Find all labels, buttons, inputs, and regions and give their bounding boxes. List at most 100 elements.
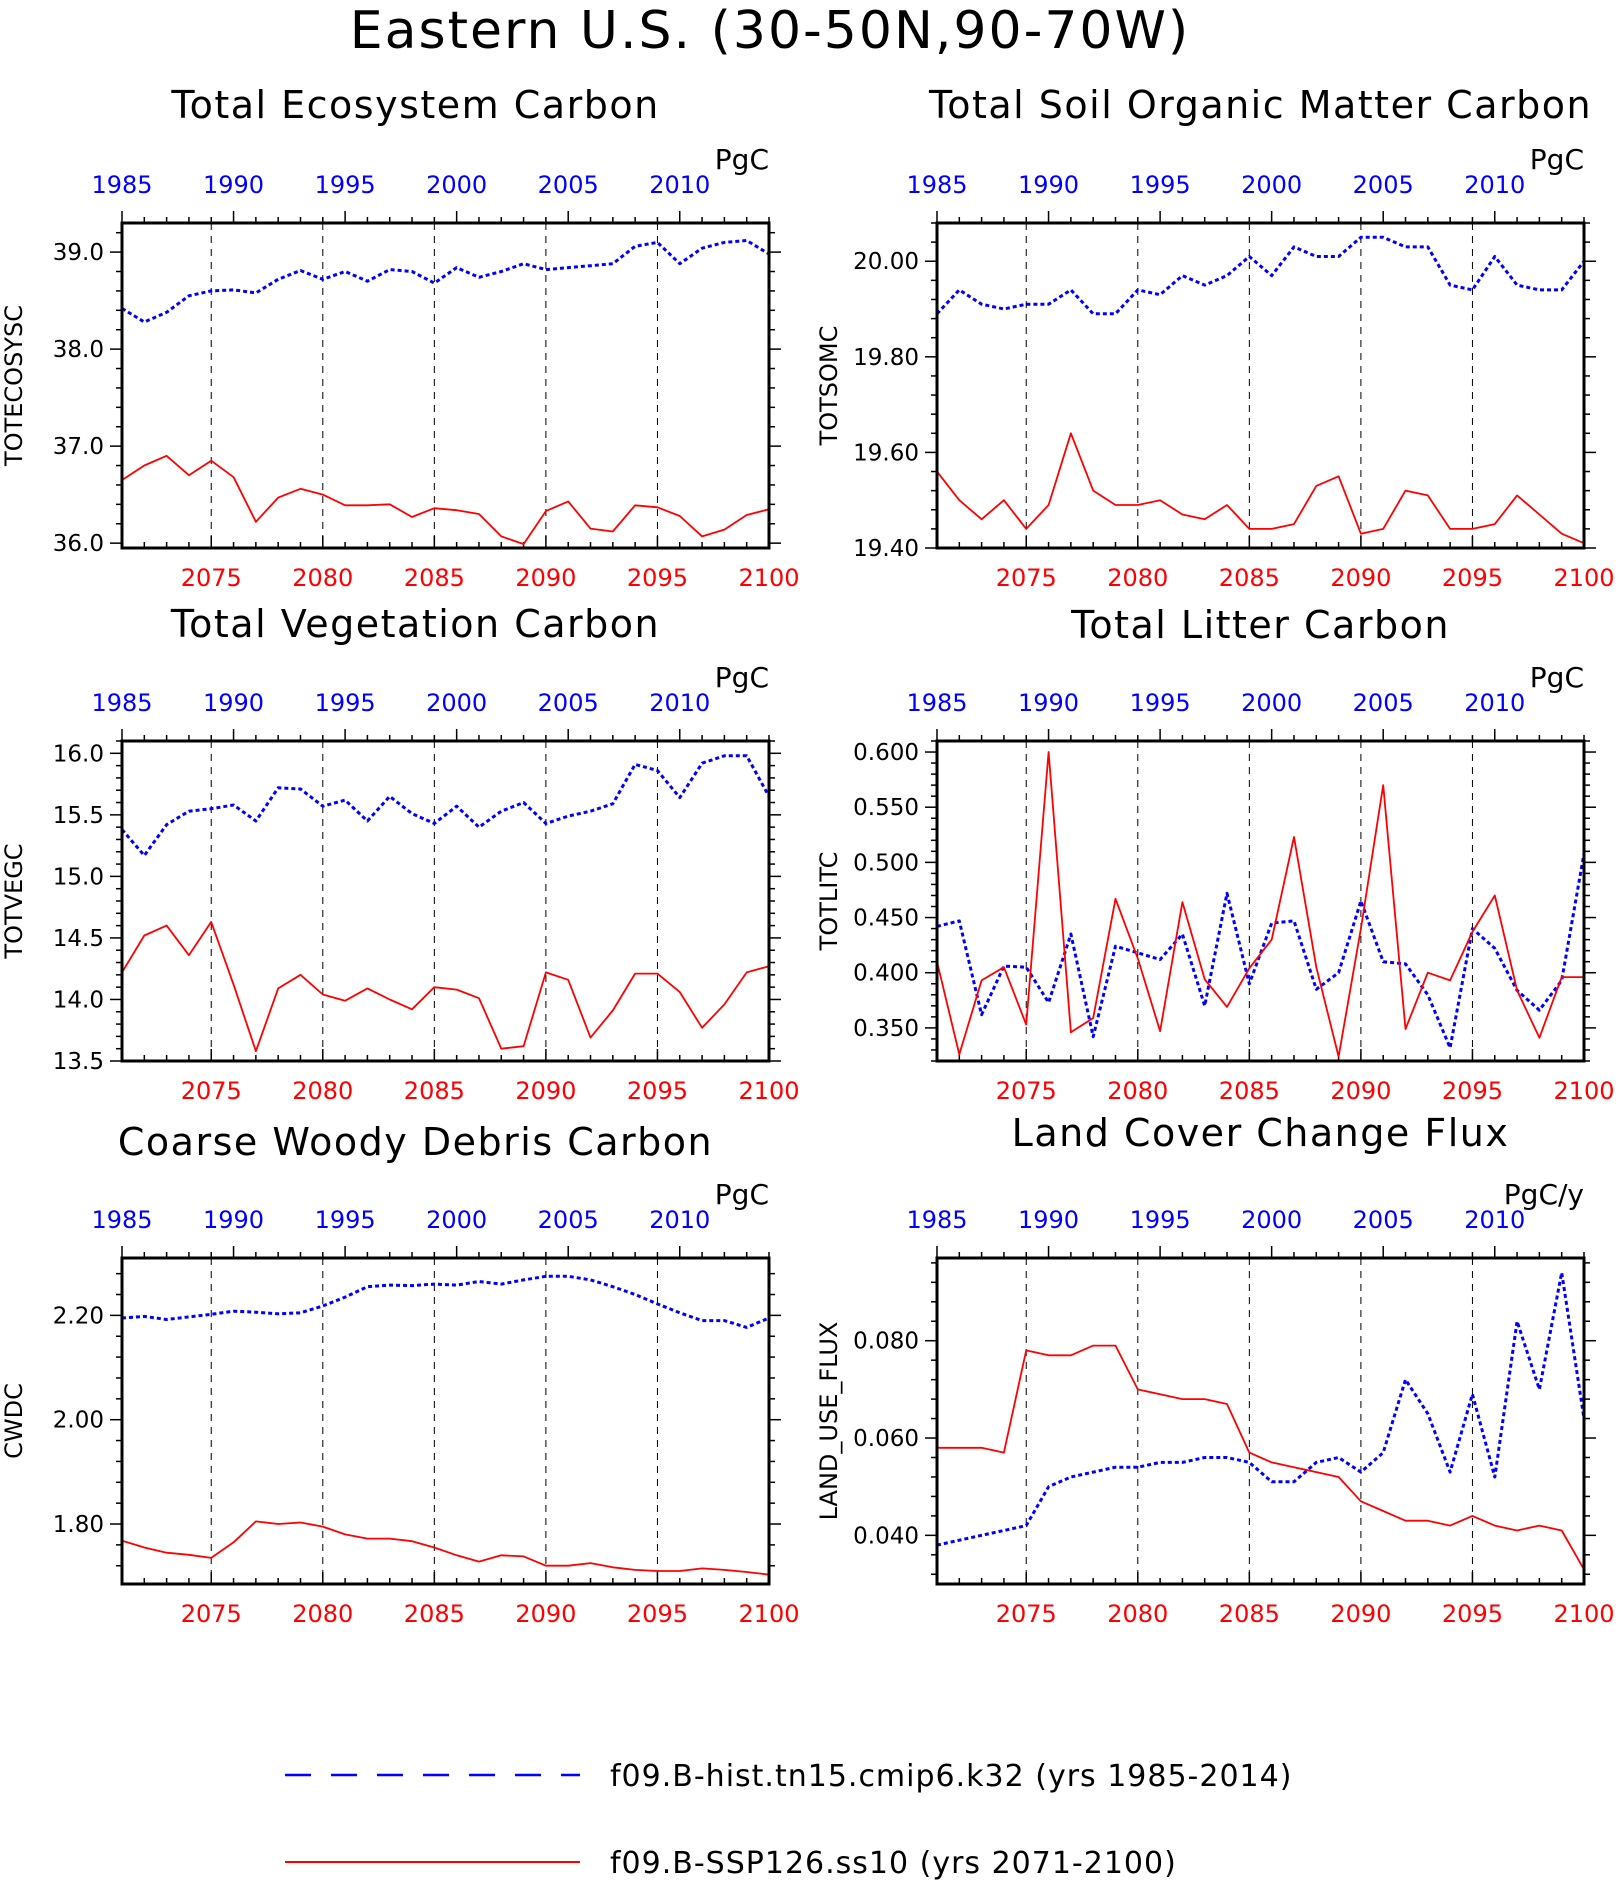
series-line-ssp [122,921,769,1053]
x-tick-label-bottom: 2085 [404,1600,465,1628]
x-tick-label-top: 1990 [1018,171,1079,199]
y-axis-label: TOTSOMC [815,326,843,447]
chart-panel-1: Total Ecosystem Carbon PgC TOTECOSYSC 2075 2… [0,83,800,592]
figure-title: Eastern U.S. (30-50N,90-70W) [350,1,1190,61]
x-tick-label-bottom: 2095 [1442,1077,1503,1105]
y-tick-label: 38.0 [53,337,104,363]
plot-frame [120,739,771,1063]
legend-label-ssp: f09.B-SSP126.ss10 (yrs 2071-2100) [610,1846,1177,1881]
x-tick-label-top: 1995 [315,689,376,717]
x-tick-label-bottom: 2080 [292,564,353,592]
y-tick-label: 15.0 [53,864,104,890]
x-tick-label-top: 1985 [91,171,152,199]
x-tick-label-top: 2000 [1241,171,1302,199]
x-tick-label-bottom: 2080 [292,1600,353,1628]
unit-label: PgC [715,143,769,176]
x-tick-label-bottom: 2100 [1553,1600,1614,1628]
series-line-hist [937,235,1584,316]
y-tick-label: 0.350 [853,1016,919,1042]
x-tick-label-top: 1995 [1130,171,1191,199]
x-tick-label-bottom: 2075 [996,564,1057,592]
x-tick-label-bottom: 2085 [1219,564,1280,592]
x-tick-label-top: 2000 [426,689,487,717]
x-tick-label-top: 2005 [1353,1206,1414,1234]
x-tick-label-top: 2005 [1353,689,1414,717]
x-tick-label-bottom: 2075 [181,1077,242,1105]
x-tick-label-bottom: 2085 [404,564,465,592]
legend-item-ssp: f09.B-SSP126.ss10 (yrs 2071-2100) [285,1846,1177,1881]
plot-frame [935,221,1586,550]
legend-item-hist: f09.B-hist.tn15.cmip6.k32 (yrs 1985-2014… [285,1759,1292,1794]
x-tick-label-bottom: 2085 [1219,1077,1280,1105]
legend: f09.B-hist.tn15.cmip6.k32 (yrs 1985-2014… [285,1759,1292,1881]
y-tick-label: 1.80 [53,1512,104,1538]
x-tick-label-bottom: 2095 [627,1077,688,1105]
x-tick-label-bottom: 2100 [738,1077,799,1105]
x-tick-label-bottom: 2100 [738,564,799,592]
panel-title: Coarse Woody Debris Carbon [118,1120,713,1164]
x-tick-label-top: 1995 [315,1206,376,1234]
plot-frame [935,739,1586,1063]
plot-frame [935,1256,1586,1586]
x-tick-label-bottom: 2095 [627,564,688,592]
x-tick-label-top: 1985 [906,171,967,199]
x-tick-label-top: 2005 [538,171,599,199]
x-tick-label-bottom: 2080 [1107,1077,1168,1105]
series-line-hist [122,239,769,324]
x-tick-label-top: 2005 [538,689,599,717]
x-tick-label-top: 1990 [1018,1206,1079,1234]
x-tick-label-bottom: 2080 [292,1077,353,1105]
y-tick-label: 19.80 [853,345,919,371]
panel-title: Total Ecosystem Carbon [170,83,659,127]
y-tick-label: 13.5 [53,1049,104,1075]
unit-label: PgC/y [1504,1178,1584,1211]
x-tick-label-bottom: 2090 [515,1077,576,1105]
x-tick-label-top: 1995 [315,171,376,199]
series-line-ssp [937,432,1584,545]
x-tick-label-top: 1985 [91,1206,152,1234]
x-tick-label-bottom: 2075 [996,1077,1057,1105]
y-tick-label: 0.080 [853,1329,919,1355]
x-tick-label-top: 2010 [1464,689,1525,717]
chart-panel-2: Total Soil Organic Matter Carbon PgC TOTSO… [815,83,1615,592]
y-axis-label: LAND_USE_FLUX [815,1322,843,1521]
y-tick-label: 14.0 [53,987,104,1013]
x-tick-label-bottom: 2075 [181,1600,242,1628]
x-tick-label-top: 1990 [203,1206,264,1234]
legend-label-hist: f09.B-hist.tn15.cmip6.k32 (yrs 1985-2014… [610,1759,1292,1794]
y-tick-label: 37.0 [53,434,104,460]
series-line-hist [122,754,769,857]
x-tick-label-bottom: 2100 [738,1600,799,1628]
x-tick-label-bottom: 2095 [1442,564,1503,592]
x-tick-label-bottom: 2085 [404,1077,465,1105]
x-tick-label-bottom: 2080 [1107,564,1168,592]
x-tick-label-top: 2010 [649,171,710,199]
x-tick-label-top: 1990 [203,171,264,199]
series-line-ssp [937,751,1584,1058]
x-tick-label-bottom: 2100 [1553,564,1614,592]
x-tick-label-bottom: 2090 [515,564,576,592]
x-tick-label-bottom: 2090 [1330,1600,1391,1628]
y-tick-label: 2.20 [53,1303,104,1329]
unit-label: PgC [715,1178,769,1211]
x-tick-label-bottom: 2095 [1442,1600,1503,1628]
x-tick-label-bottom: 2075 [996,1600,1057,1628]
y-tick-label: 0.550 [853,795,919,821]
y-axis-label: CWDC [0,1383,28,1459]
x-tick-label-top: 1995 [1130,689,1191,717]
y-tick-label: 39.0 [53,240,104,266]
unit-label: PgC [1530,143,1584,176]
x-tick-label-top: 1990 [1018,689,1079,717]
y-tick-label: 19.40 [853,536,919,562]
x-tick-label-top: 1990 [203,689,264,717]
y-tick-label: 16.0 [53,741,104,767]
y-tick-label: 0.400 [853,961,919,987]
x-tick-label-top: 2005 [538,1206,599,1234]
x-tick-label-bottom: 2080 [1107,1600,1168,1628]
y-tick-label: 19.60 [853,440,919,466]
x-tick-label-bottom: 2100 [1553,1077,1614,1105]
x-tick-label-top: 2000 [426,171,487,199]
x-tick-label-top: 2010 [649,689,710,717]
chart-panel-3: Total Vegetation Carbon PgC TOTVEGC 2075 208… [0,602,800,1105]
